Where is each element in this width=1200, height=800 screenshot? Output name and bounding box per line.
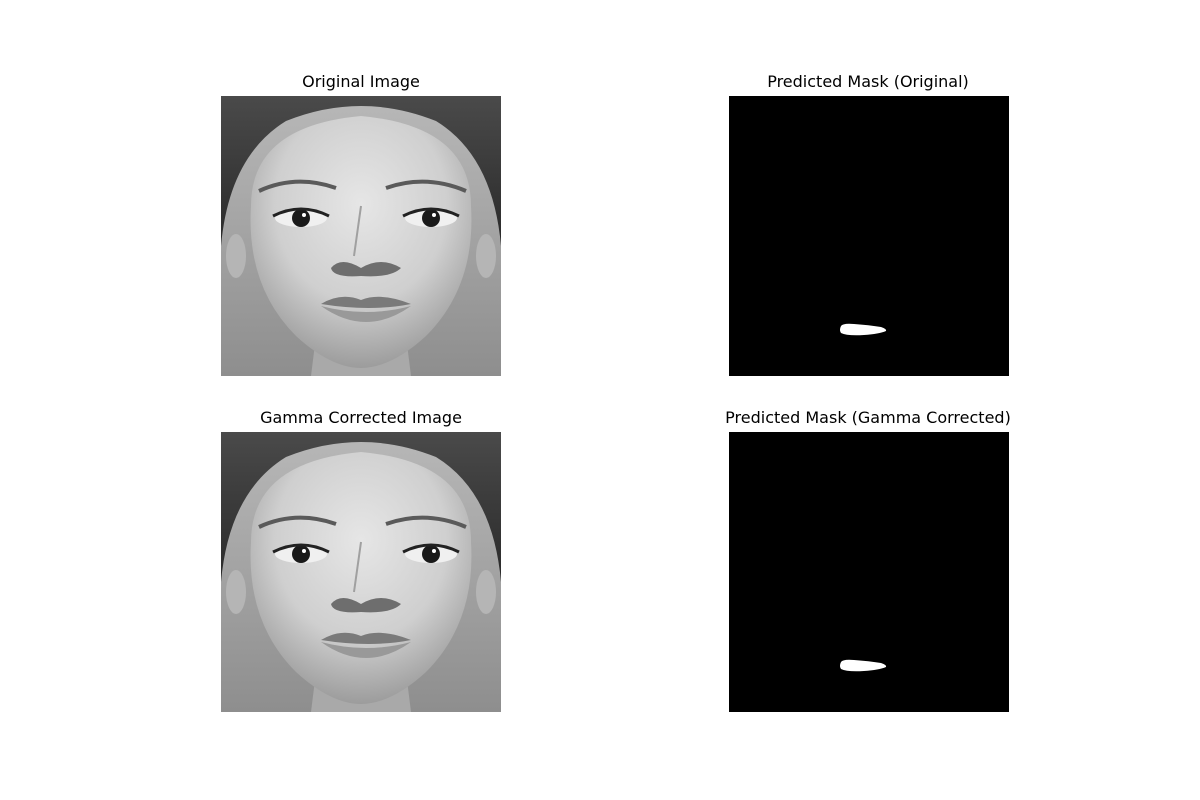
predicted-mask-original <box>729 96 1009 376</box>
panel-title-predicted-mask-original: Predicted Mask (Original) <box>767 72 969 91</box>
panel-title-predicted-mask-gamma: Predicted Mask (Gamma Corrected) <box>725 408 1011 427</box>
gamma-corrected-face-image <box>221 432 501 712</box>
mask-blob <box>840 659 887 672</box>
panel-title-gamma-corrected-image: Gamma Corrected Image <box>260 408 462 427</box>
mask-blob <box>840 323 887 336</box>
original-face-image <box>221 96 501 376</box>
predicted-mask-gamma-corrected <box>729 432 1009 712</box>
panel-title-original-image: Original Image <box>302 72 420 91</box>
